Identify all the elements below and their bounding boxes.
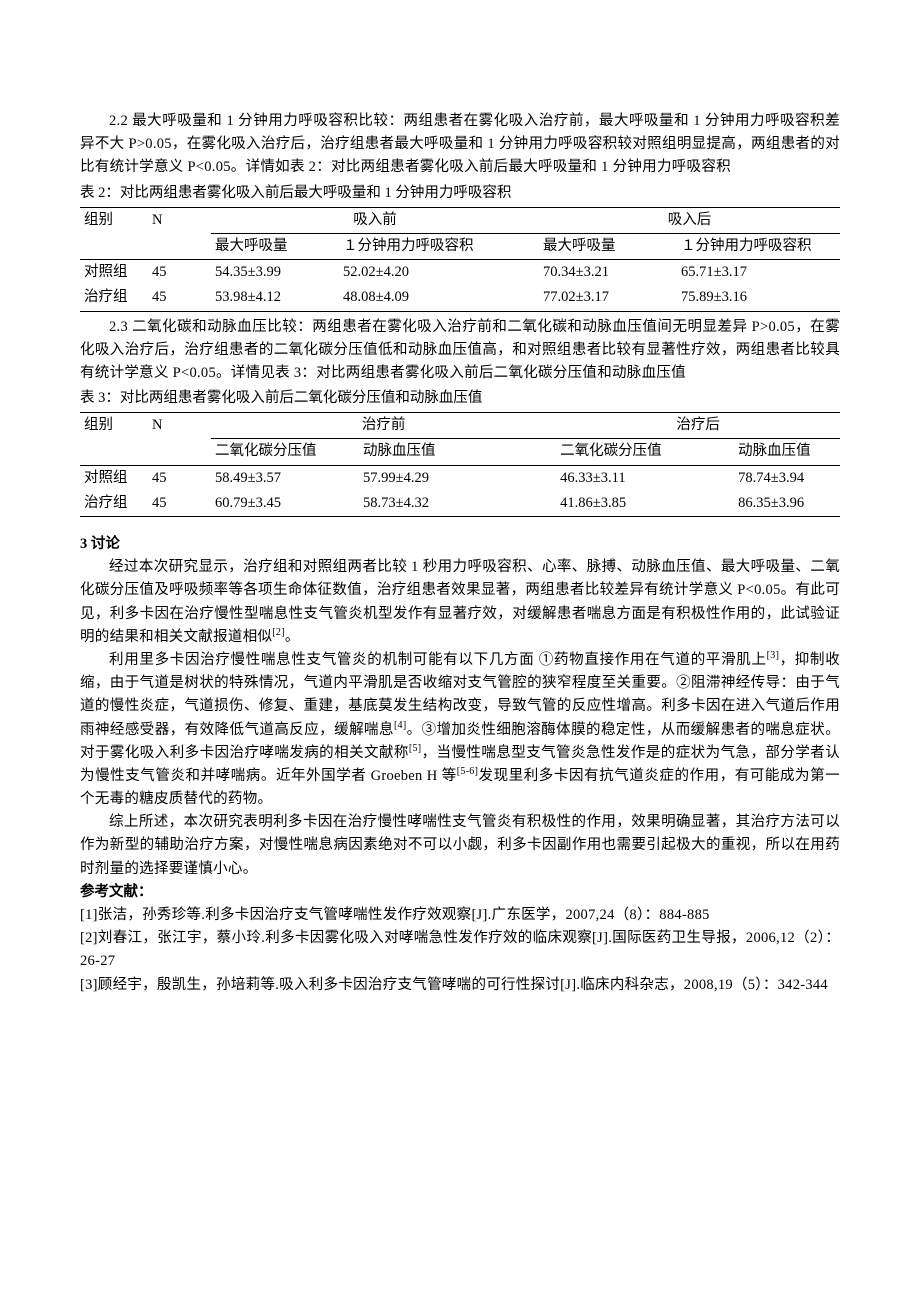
table-row: 对照组 45 54.35±3.99 52.02±4.20 70.34±3.21 … <box>80 260 840 286</box>
cite-3: [3] <box>767 650 780 661</box>
cell: 治疗组 <box>80 285 148 311</box>
reference-2: [2]刘春江，张江宇，蔡小玲.利多卡因雾化吸入对哮喘急性发作疗效的临床观察[J]… <box>80 927 840 973</box>
th-max: 最大呼吸量 <box>211 233 339 259</box>
cell: 治疗组 <box>80 491 148 517</box>
cell: 53.98±4.12 <box>211 285 339 311</box>
table-2: 组别 N 吸入前 吸入后 最大呼吸量 １分钟用力呼吸容积 最大呼吸量 １分钟用力… <box>80 207 840 312</box>
cell: 52.02±4.20 <box>339 260 539 286</box>
cell: 对照组 <box>80 465 148 491</box>
th-n: N <box>148 413 211 465</box>
th-after: 吸入后 <box>539 207 840 233</box>
th-co2b: 二氧化碳分压值 <box>556 439 734 465</box>
paragraph-2-3: 2.3 二氧化碳和动脉血压比较：两组患者在雾化吸入治疗前和二氧化碳和动脉血压值间… <box>80 316 840 386</box>
th-n: N <box>148 207 211 259</box>
th-after: 治疗后 <box>556 413 840 439</box>
table-row: 治疗组 45 53.98±4.12 48.08±4.09 77.02±3.17 … <box>80 285 840 311</box>
cite-4: [4] <box>394 720 407 731</box>
reference-3: [3]顾经宇，殷凯生，孙培莉等.吸入利多卡因治疗支气管哮喘的可行性探讨[J].临… <box>80 974 840 997</box>
section-3-title: 3 讨论 <box>80 533 840 556</box>
text: 。 <box>285 629 300 645</box>
cell: 46.33±3.11 <box>556 465 734 491</box>
table-row: 对照组 45 58.49±3.57 57.99±4.29 46.33±3.11 … <box>80 465 840 491</box>
cell: 65.71±3.17 <box>677 260 840 286</box>
cell: 54.35±3.99 <box>211 260 339 286</box>
cell: 57.99±4.29 <box>359 465 556 491</box>
cell: 60.79±3.45 <box>211 491 359 517</box>
text: 利用里多卡因治疗慢性喘息性支气管炎的机制可能有以下几方面 ①药物直接作用在气道的… <box>109 652 767 668</box>
th-bp: 动脉血压值 <box>359 439 556 465</box>
cell: 75.89±3.16 <box>677 285 840 311</box>
cell: 45 <box>148 285 211 311</box>
th-fev2: １分钟用力呼吸容积 <box>677 233 840 259</box>
th-fev: １分钟用力呼吸容积 <box>339 233 539 259</box>
discussion-p3: 综上所述，本次研究表明利多卡因在治疗慢性哮喘性支气管炎有积极性的作用，效果明确显… <box>80 811 840 881</box>
cell: 58.73±4.32 <box>359 491 556 517</box>
th-co2: 二氧化碳分压值 <box>211 439 359 465</box>
cell: 86.35±3.96 <box>734 491 840 517</box>
paragraph-2-2: 2.2 最大呼吸量和 1 分钟用力呼吸容积比较：两组患者在雾化吸入治疗前，最大呼… <box>80 110 840 180</box>
cell: 41.86±3.85 <box>556 491 734 517</box>
table-3: 组别 N 治疗前 治疗后 二氧化碳分压值 动脉血压值 二氧化碳分压值 动脉血压值… <box>80 412 840 517</box>
cell: 45 <box>148 260 211 286</box>
spacer <box>80 521 840 533</box>
cell: 48.08±4.09 <box>339 285 539 311</box>
text: 经过本次研究显示，治疗组和对照组两者比较 1 秒用力呼吸容积、心率、脉搏、动脉血… <box>80 559 840 645</box>
cell: 77.02±3.17 <box>539 285 677 311</box>
cite-5-6: [5-6] <box>457 766 478 777</box>
th-before: 吸入前 <box>211 207 539 233</box>
th-group: 组别 <box>80 413 148 465</box>
table-row: 治疗组 45 60.79±3.45 58.73±4.32 41.86±3.85 … <box>80 491 840 517</box>
cell: 45 <box>148 465 211 491</box>
cell: 对照组 <box>80 260 148 286</box>
table3-caption: 表 3：对比两组患者雾化吸入前后二氧化碳分压值和动脉血压值 <box>80 387 840 410</box>
th-bpb: 动脉血压值 <box>734 439 840 465</box>
th-before: 治疗前 <box>211 413 556 439</box>
cite-5: [5] <box>409 743 422 754</box>
cite-2: [2] <box>272 627 285 638</box>
th-max2: 最大呼吸量 <box>539 233 677 259</box>
th-group: 组别 <box>80 207 148 259</box>
page: 2.2 最大呼吸量和 1 分钟用力呼吸容积比较：两组患者在雾化吸入治疗前，最大呼… <box>80 0 840 1057</box>
table2-caption: 表 2：对比两组患者雾化吸入前后最大呼吸量和 1 分钟用力呼吸容积 <box>80 182 840 205</box>
cell: 45 <box>148 491 211 517</box>
references-title: 参考文献： <box>80 881 840 904</box>
reference-1: [1]张洁，孙秀珍等.利多卡因治疗支气管哮喘性发作疗效观察[J].广东医学，20… <box>80 904 840 927</box>
discussion-p2: 利用里多卡因治疗慢性喘息性支气管炎的机制可能有以下几方面 ①药物直接作用在气道的… <box>80 649 840 811</box>
cell: 78.74±3.94 <box>734 465 840 491</box>
cell: 70.34±3.21 <box>539 260 677 286</box>
cell: 58.49±3.57 <box>211 465 359 491</box>
discussion-p1: 经过本次研究显示，治疗组和对照组两者比较 1 秒用力呼吸容积、心率、脉搏、动脉血… <box>80 556 840 649</box>
